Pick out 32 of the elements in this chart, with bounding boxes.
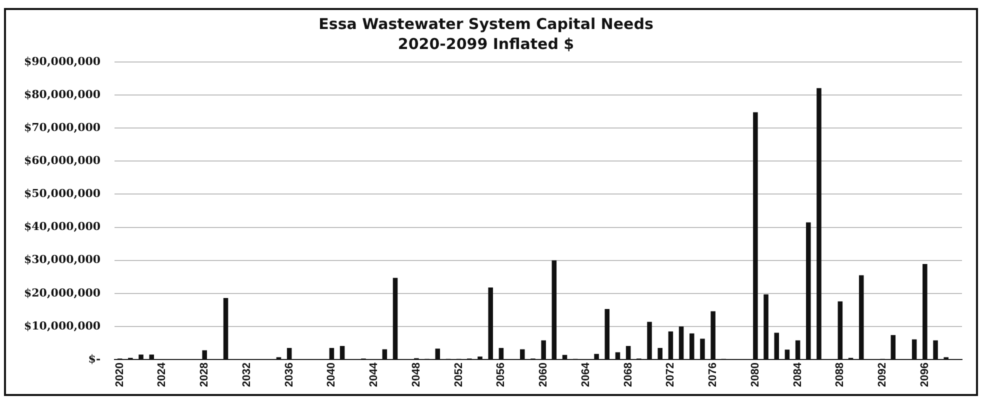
x-tick-label: 2076 (707, 362, 720, 388)
x-tick-label: 2092 (876, 362, 889, 388)
x-tick-label: 2028 (198, 362, 211, 388)
x-tick-label: 2032 (240, 362, 253, 388)
x-tick-label: 2036 (283, 362, 296, 388)
y-tick-label: $70,000,000 (24, 120, 101, 134)
y-tick-label: $50,000,000 (24, 187, 101, 200)
x-tick-label: 2064 (580, 362, 592, 388)
x-tick-label: 2052 (452, 362, 465, 388)
x-tick-label: 2060 (538, 362, 550, 388)
x-tick-label: 2088 (834, 362, 846, 388)
y-tick-label: $80,000,000 (24, 88, 101, 101)
x-tick-label: 2096 (918, 362, 931, 388)
x-tick-label: 2020 (114, 362, 126, 388)
x-tick-label: 2044 (368, 362, 380, 388)
x-tick-label: 2048 (410, 362, 422, 388)
y-tick-label: $20,000,000 (24, 286, 101, 300)
x-tick-label: 2068 (622, 362, 634, 388)
y-tick-label: $40,000,000 (24, 220, 101, 234)
x-tick-label: 2056 (495, 362, 508, 388)
x-tick-label: 2080 (749, 362, 762, 388)
y-tick-label: $10,000,000 (24, 319, 101, 332)
x-tick-label: 2040 (326, 362, 338, 388)
x-tick-label: 2072 (664, 362, 677, 388)
chart-title: Essa Wastewater System Capital Needs (318, 14, 654, 33)
chart-subtitle: 2020-2099 Inflated $ (398, 34, 574, 53)
y-tick-label: $30,000,000 (24, 253, 101, 266)
y-tick-label: $60,000,000 (24, 154, 101, 168)
x-tick-label: 2024 (156, 362, 168, 388)
x-tick-label: 2084 (792, 362, 804, 388)
y-tick-label: $- (88, 352, 101, 366)
y-tick-label: $90,000,000 (24, 54, 101, 68)
